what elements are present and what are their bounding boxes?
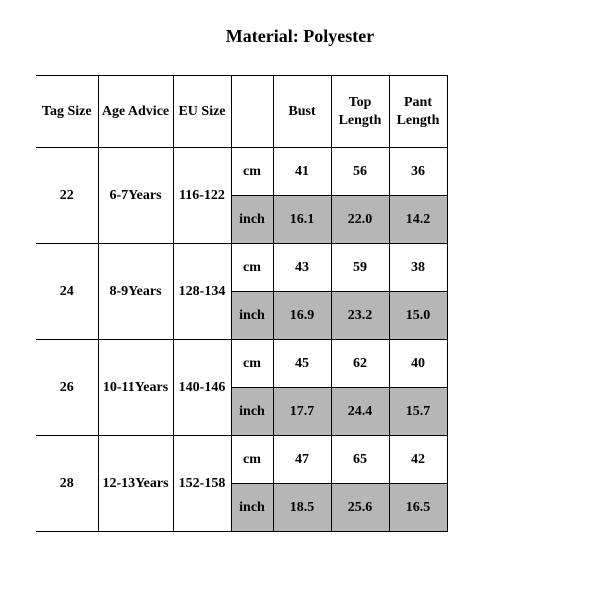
- cell-top-cm: 59: [331, 244, 389, 292]
- size-chart-body: 22 6-7Years 116-122 cm 41 56 36 inch 16.…: [36, 148, 447, 532]
- table-row: 26 10-11Years 140-146 cm 45 62 40: [36, 340, 447, 388]
- cell-top-cm: 56: [331, 148, 389, 196]
- header-row: Tag Size Age Advice EU Size Bust Top Len…: [36, 76, 447, 148]
- cell-pant-cm: 36: [389, 148, 447, 196]
- cell-top-inch: 25.6: [331, 484, 389, 532]
- cell-tag-size: 28: [36, 436, 98, 532]
- cell-age-advice: 8-9Years: [98, 244, 173, 340]
- cell-pant-inch: 14.2: [389, 196, 447, 244]
- cell-tag-size: 22: [36, 148, 98, 244]
- cell-top-cm: 62: [331, 340, 389, 388]
- cell-tag-size: 26: [36, 340, 98, 436]
- cell-eu-size: 140-146: [173, 340, 231, 436]
- cell-pant-inch: 15.0: [389, 292, 447, 340]
- cell-unit-inch: inch: [231, 388, 273, 436]
- page-title: Material: Polyester: [0, 0, 600, 75]
- cell-pant-inch: 15.7: [389, 388, 447, 436]
- cell-bust-inch: 18.5: [273, 484, 331, 532]
- col-bust: Bust: [273, 76, 331, 148]
- cell-bust-cm: 47: [273, 436, 331, 484]
- cell-bust-inch: 16.9: [273, 292, 331, 340]
- cell-pant-cm: 38: [389, 244, 447, 292]
- cell-pant-cm: 40: [389, 340, 447, 388]
- cell-bust-cm: 45: [273, 340, 331, 388]
- col-pant-length: Pant Length: [389, 76, 447, 148]
- cell-unit-cm: cm: [231, 436, 273, 484]
- cell-bust-inch: 16.1: [273, 196, 331, 244]
- size-chart-table: Tag Size Age Advice EU Size Bust Top Len…: [36, 75, 448, 532]
- cell-top-inch: 22.0: [331, 196, 389, 244]
- table-row: 22 6-7Years 116-122 cm 41 56 36: [36, 148, 447, 196]
- cell-pant-inch: 16.5: [389, 484, 447, 532]
- cell-top-inch: 24.4: [331, 388, 389, 436]
- col-age-advice: Age Advice: [98, 76, 173, 148]
- cell-eu-size: 152-158: [173, 436, 231, 532]
- cell-unit-cm: cm: [231, 148, 273, 196]
- cell-unit-cm: cm: [231, 244, 273, 292]
- cell-unit-inch: inch: [231, 292, 273, 340]
- col-eu-size: EU Size: [173, 76, 231, 148]
- cell-age-advice: 12-13Years: [98, 436, 173, 532]
- table-row: 24 8-9Years 128-134 cm 43 59 38: [36, 244, 447, 292]
- cell-unit-cm: cm: [231, 340, 273, 388]
- cell-tag-size: 24: [36, 244, 98, 340]
- col-unit: [231, 76, 273, 148]
- size-chart-wrap: Tag Size Age Advice EU Size Bust Top Len…: [0, 75, 600, 532]
- cell-top-inch: 23.2: [331, 292, 389, 340]
- cell-eu-size: 116-122: [173, 148, 231, 244]
- cell-top-cm: 65: [331, 436, 389, 484]
- cell-unit-inch: inch: [231, 196, 273, 244]
- cell-bust-inch: 17.7: [273, 388, 331, 436]
- cell-bust-cm: 43: [273, 244, 331, 292]
- cell-unit-inch: inch: [231, 484, 273, 532]
- cell-age-advice: 6-7Years: [98, 148, 173, 244]
- cell-eu-size: 128-134: [173, 244, 231, 340]
- col-tag-size: Tag Size: [36, 76, 98, 148]
- cell-bust-cm: 41: [273, 148, 331, 196]
- cell-age-advice: 10-11Years: [98, 340, 173, 436]
- cell-pant-cm: 42: [389, 436, 447, 484]
- table-row: 28 12-13Years 152-158 cm 47 65 42: [36, 436, 447, 484]
- col-top-length: Top Length: [331, 76, 389, 148]
